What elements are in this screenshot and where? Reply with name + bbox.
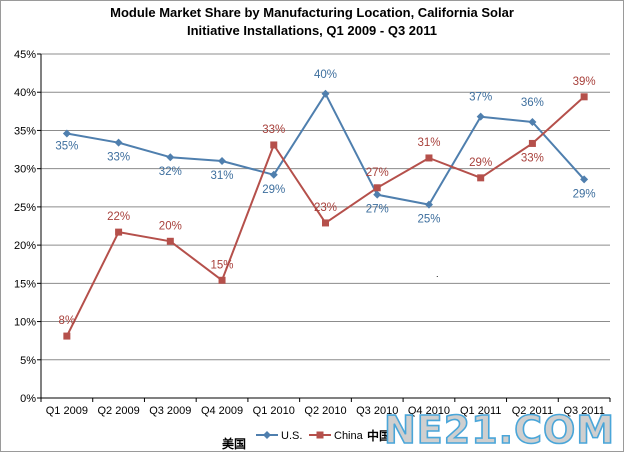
data-label-china-1: 22% [107, 211, 130, 223]
data-label-china-4: 33% [262, 124, 285, 136]
data-label-china-8: 29% [469, 157, 492, 169]
y-tick-label-0: 0% [20, 393, 36, 405]
data-label-china-2: 20% [159, 220, 182, 232]
point-china-2 [166, 237, 174, 245]
point-us-8 [476, 112, 485, 121]
x-tick-label-7: Q4 2010 [408, 405, 450, 417]
legend-cn-china: 中国 [367, 428, 391, 443]
y-tick-label-5: 25% [14, 202, 36, 214]
x-tick-label-6: Q3 2010 [356, 405, 398, 417]
data-label-us-6: 27% [366, 204, 389, 216]
data-label-us-0: 35% [55, 141, 78, 153]
axes: 0% 5% 10% 15% 20% 25% 30% 35% 40% 45% Q1 2009 Q2 20… [14, 49, 611, 417]
point-china-4 [270, 141, 278, 149]
y-tick-label-1: 5% [20, 355, 36, 367]
y-tick-label-2: 10% [14, 317, 36, 329]
x-tick-label-8: Q1 2011 [460, 405, 501, 417]
x-tick-label-1: Q2 2009 [97, 405, 139, 417]
y-tick-label-3: 15% [14, 278, 36, 290]
point-china-6 [373, 184, 381, 192]
watermark-logo: NE21.COM [384, 408, 615, 452]
point-us-0 [62, 129, 71, 138]
data-label-us-10: 29% [573, 188, 596, 200]
data-label-us-1: 33% [107, 152, 130, 164]
legend-cn-us: 美国 [222, 436, 246, 451]
point-china-9 [528, 139, 536, 147]
legend-china-label: China [334, 430, 364, 442]
y-tick-label-7: 35% [14, 125, 36, 137]
point-china-8 [477, 174, 485, 182]
data-label-us-8: 37% [469, 92, 492, 104]
point-us-2 [166, 153, 175, 162]
chart-title-line-1: Module Market Share by Manufacturing Loc… [110, 5, 514, 20]
gridlines [41, 53, 610, 361]
legend: 美国 U.S. China 中国 [222, 428, 391, 451]
data-label-china-9: 33% [521, 152, 544, 164]
point-us-5 [321, 89, 330, 98]
y-tick-label-9: 45% [14, 49, 36, 61]
y-tick-label-6: 30% [14, 164, 36, 176]
x-tick-label-4: Q1 2010 [253, 405, 295, 417]
point-china-7 [425, 154, 433, 162]
point-us-4 [269, 170, 278, 179]
point-us-3 [218, 157, 227, 166]
data-label-us-7: 25% [417, 214, 440, 226]
stray-dot: . [436, 269, 439, 279]
point-china-10 [580, 93, 588, 101]
series-line-china [66, 96, 585, 337]
data-label-us-9: 36% [521, 97, 544, 109]
data-label-china-7: 31% [417, 137, 440, 149]
legend-us-marker [263, 431, 271, 439]
y-tick-label-8: 40% [14, 87, 36, 99]
point-us-6 [373, 190, 382, 199]
point-us-9 [528, 118, 537, 127]
point-us-7 [424, 200, 433, 209]
data-label-china-6: 27% [366, 167, 389, 179]
data-label-us-2: 32% [159, 166, 182, 178]
data-label-china-3: 15% [211, 259, 234, 271]
data-label-china-10: 39% [573, 76, 596, 88]
x-tick-label-3: Q4 2009 [201, 405, 243, 417]
legend-china-marker [316, 431, 324, 439]
point-us-1 [114, 138, 123, 147]
y-tick-label-4: 20% [14, 240, 36, 252]
x-tick-label-10: Q3 2011 [563, 405, 604, 417]
data-label-us-5: 40% [314, 69, 337, 81]
point-china-1 [115, 228, 123, 236]
data-labels: 35% 33% 32% 31% 29% 40% 27% 25% 37% 36% 29% 8% 22% 20… [55, 69, 595, 327]
point-china-5 [322, 219, 329, 227]
chart-title-line-2: Initiative Installations, Q1 2009 - Q3 2… [186, 23, 437, 38]
data-label-china-0: 8% [59, 315, 76, 327]
series-line-us [66, 92, 585, 206]
x-tick-label-2: Q3 2009 [149, 405, 191, 417]
data-label-china-5: 23% [314, 202, 337, 214]
point-china-0 [63, 332, 71, 340]
point-us-10 [580, 175, 589, 184]
data-label-us-4: 29% [262, 184, 285, 196]
x-tick-label-0: Q1 2009 [46, 405, 88, 417]
series-lines [62, 89, 589, 340]
x-tick-label-5: Q2 2010 [304, 405, 346, 417]
point-china-3 [218, 276, 226, 284]
x-tick-label-9: Q2 2011 [512, 405, 553, 417]
data-label-us-3: 31% [211, 170, 234, 182]
legend-us-label: U.S. [281, 430, 302, 442]
